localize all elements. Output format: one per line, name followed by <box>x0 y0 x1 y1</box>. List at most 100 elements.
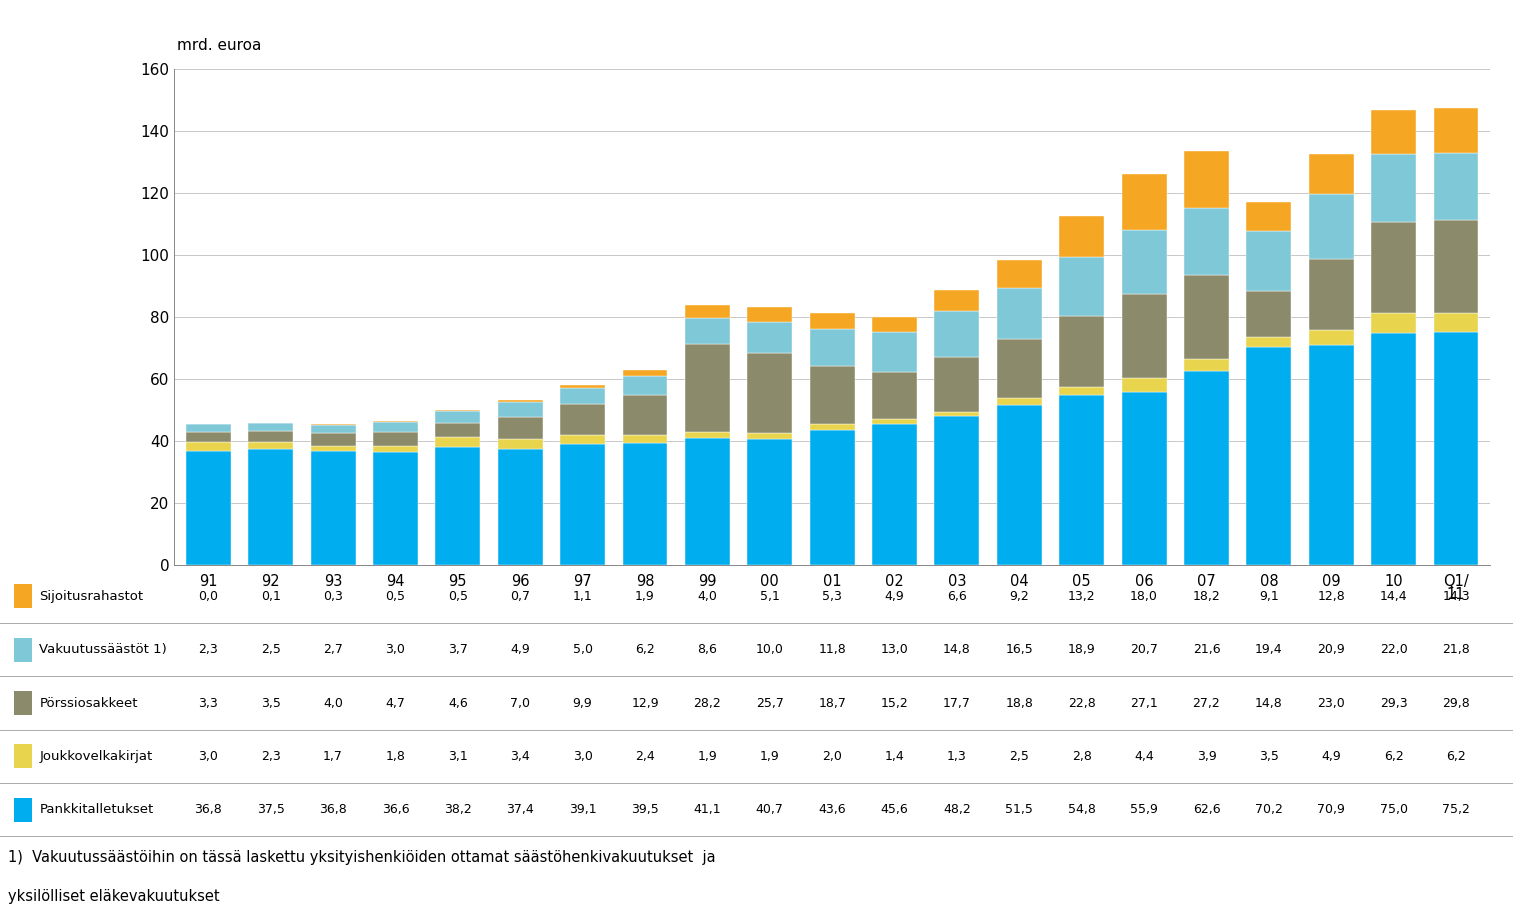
Text: 70,2: 70,2 <box>1254 803 1283 816</box>
Text: 37,5: 37,5 <box>257 803 284 816</box>
Bar <box>747 433 793 439</box>
Bar <box>310 434 356 446</box>
Text: 27,2: 27,2 <box>1192 697 1221 709</box>
Text: 2,7: 2,7 <box>324 643 343 656</box>
Text: 3,5: 3,5 <box>260 697 280 709</box>
Bar <box>310 446 356 451</box>
Bar <box>1059 216 1104 257</box>
Text: 6,2: 6,2 <box>1446 750 1466 763</box>
Text: 6,2: 6,2 <box>635 643 655 656</box>
Text: 1,7: 1,7 <box>324 750 343 763</box>
Bar <box>1185 208 1229 275</box>
Text: 2,5: 2,5 <box>260 643 280 656</box>
Bar <box>685 437 729 565</box>
Bar <box>248 423 294 431</box>
Text: 4,9: 4,9 <box>1321 750 1341 763</box>
Bar <box>622 443 667 565</box>
Bar <box>1433 332 1478 565</box>
Text: 39,5: 39,5 <box>631 803 658 816</box>
Text: Sijoitusrahastot: Sijoitusrahastot <box>39 590 144 603</box>
Text: 0,1: 0,1 <box>260 590 280 603</box>
Bar <box>436 447 480 565</box>
Text: 17,7: 17,7 <box>943 697 971 709</box>
Text: 37,4: 37,4 <box>507 803 534 816</box>
Text: 18,2: 18,2 <box>1192 590 1221 603</box>
Bar <box>1247 336 1291 347</box>
Text: 27,1: 27,1 <box>1130 697 1157 709</box>
Text: yksilölliset eläkevakuutukset: yksilölliset eläkevakuutukset <box>8 889 219 903</box>
Text: 3,0: 3,0 <box>198 750 218 763</box>
Text: 12,8: 12,8 <box>1318 590 1345 603</box>
Bar <box>1371 333 1416 565</box>
Bar <box>1433 312 1478 332</box>
Text: 6,6: 6,6 <box>947 590 967 603</box>
Text: 41,1: 41,1 <box>693 803 722 816</box>
Bar <box>809 424 855 430</box>
Bar <box>1121 391 1167 565</box>
Bar <box>1309 330 1354 346</box>
Text: 16,5: 16,5 <box>1006 643 1033 656</box>
Bar <box>374 451 418 565</box>
Text: 4,9: 4,9 <box>510 643 530 656</box>
Bar <box>374 446 418 451</box>
Bar <box>935 357 979 412</box>
Bar <box>997 339 1042 398</box>
Text: 0,5: 0,5 <box>386 590 405 603</box>
Bar <box>1185 151 1229 208</box>
Text: 14,8: 14,8 <box>943 643 971 656</box>
Text: 4,9: 4,9 <box>885 590 905 603</box>
Bar <box>747 439 793 565</box>
Bar <box>560 385 605 389</box>
Text: 1,4: 1,4 <box>885 750 905 763</box>
Text: 19,4: 19,4 <box>1254 643 1283 656</box>
Bar <box>935 415 979 565</box>
Text: 2,0: 2,0 <box>822 750 843 763</box>
Bar <box>560 404 605 435</box>
Bar <box>685 432 729 437</box>
Text: 36,6: 36,6 <box>381 803 410 816</box>
Text: 3,1: 3,1 <box>448 750 468 763</box>
Text: 1,1: 1,1 <box>573 590 593 603</box>
Bar <box>436 410 480 412</box>
Text: 3,0: 3,0 <box>573 750 593 763</box>
Text: 22,0: 22,0 <box>1380 643 1407 656</box>
Bar <box>871 332 917 372</box>
Bar <box>310 451 356 565</box>
Text: 3,5: 3,5 <box>1259 750 1278 763</box>
Bar <box>560 444 605 565</box>
Text: 28,2: 28,2 <box>693 697 722 709</box>
Bar <box>1247 202 1291 231</box>
Bar <box>560 435 605 444</box>
Bar <box>1309 194 1354 259</box>
Bar <box>560 389 605 404</box>
Bar <box>747 307 793 323</box>
Bar <box>374 421 418 422</box>
Bar <box>622 395 667 436</box>
Bar <box>622 436 667 443</box>
Bar <box>997 405 1042 565</box>
Text: 10,0: 10,0 <box>756 643 784 656</box>
Text: 48,2: 48,2 <box>943 803 971 816</box>
Bar <box>685 345 729 432</box>
Text: 9,1: 9,1 <box>1259 590 1278 603</box>
Text: 70,9: 70,9 <box>1318 803 1345 816</box>
Text: 9,9: 9,9 <box>573 697 593 709</box>
Text: 75,0: 75,0 <box>1380 803 1407 816</box>
Bar <box>871 317 917 332</box>
Text: 0,7: 0,7 <box>510 590 530 603</box>
Text: 4,6: 4,6 <box>448 697 468 709</box>
Text: 6,2: 6,2 <box>1384 750 1404 763</box>
Text: 0,3: 0,3 <box>324 590 343 603</box>
Text: 1,9: 1,9 <box>760 750 779 763</box>
Text: 38,2: 38,2 <box>443 803 472 816</box>
Bar <box>1309 259 1354 330</box>
Bar <box>685 305 729 318</box>
Bar <box>935 290 979 311</box>
Bar <box>871 419 917 424</box>
Bar <box>747 323 793 353</box>
Text: 75,2: 75,2 <box>1442 803 1471 816</box>
Text: 18,0: 18,0 <box>1130 590 1157 603</box>
Text: 8,6: 8,6 <box>697 643 717 656</box>
Bar <box>186 432 231 442</box>
Text: 12,9: 12,9 <box>631 697 658 709</box>
